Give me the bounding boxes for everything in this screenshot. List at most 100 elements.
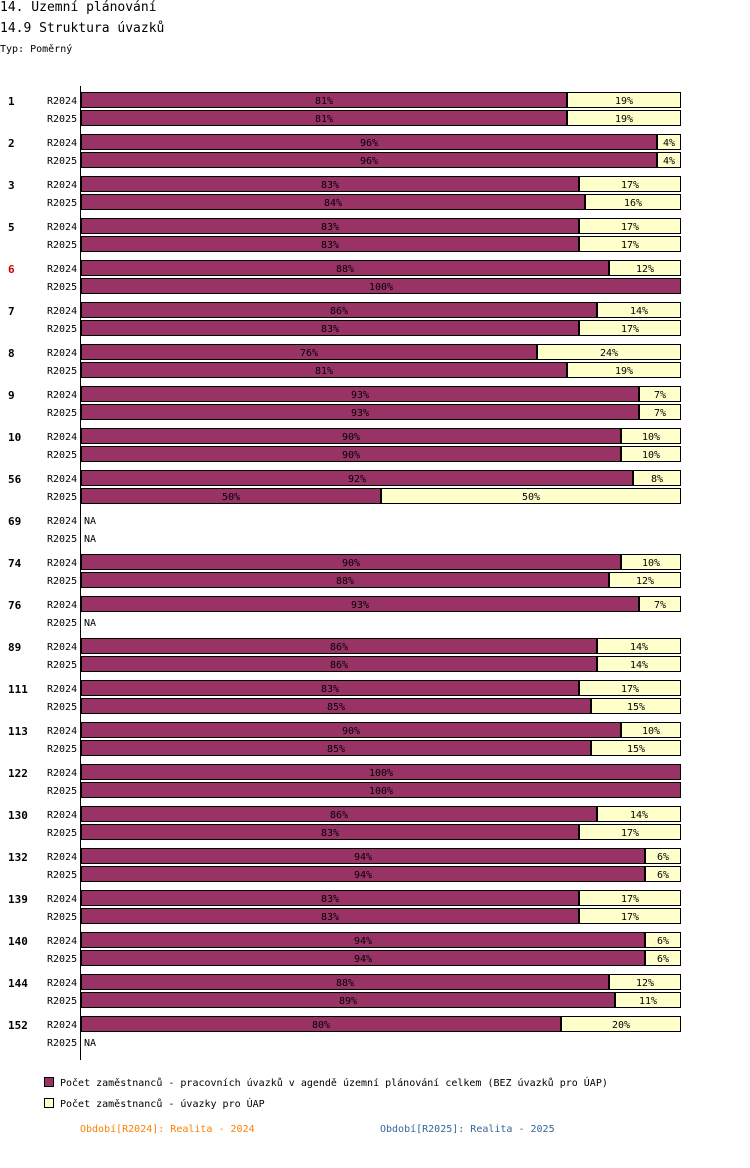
period-tick-56-R2025: R2025 bbox=[47, 492, 77, 503]
legend-swatch-series2 bbox=[44, 1098, 54, 1108]
period-tick-5-R2024: R2024 bbox=[47, 222, 77, 233]
bar-series2-6-R2024 bbox=[609, 260, 681, 276]
bar-label-series1-144-R2025: 89% bbox=[339, 996, 357, 1007]
period-tick-2-R2024: R2024 bbox=[47, 138, 77, 149]
bar-label-series2-8-R2025: 19% bbox=[615, 366, 633, 377]
bar-label-series1-3-R2025: 84% bbox=[324, 198, 342, 209]
period-tick-140-R2024: R2024 bbox=[47, 936, 77, 947]
bar-series2-8-R2025 bbox=[567, 362, 681, 378]
bar-series2-1-R2024 bbox=[567, 92, 681, 108]
bar-series1-10-R2024 bbox=[81, 428, 621, 444]
bar-label-series2-56-R2024: 8% bbox=[651, 474, 663, 485]
bar-label-series1-140-R2024: 94% bbox=[354, 936, 372, 947]
bar-label-series1-9-R2024: 93% bbox=[351, 390, 369, 401]
bar-series1-152-R2024 bbox=[81, 1016, 561, 1032]
bar-series2-89-R2025 bbox=[597, 656, 681, 672]
bar-series1-113-R2024 bbox=[81, 722, 621, 738]
bar-series2-139-R2025 bbox=[579, 908, 681, 924]
bar-label-series2-132-R2024: 6% bbox=[657, 852, 669, 863]
bar-label-series2-9-R2024: 7% bbox=[654, 390, 666, 401]
period-tick-139-R2025: R2025 bbox=[47, 912, 77, 923]
bar-label-series2-89-R2025: 14% bbox=[630, 660, 648, 671]
bar-label-series2-113-R2024: 10% bbox=[642, 726, 660, 737]
bar-series1-10-R2025 bbox=[81, 446, 621, 462]
period-tick-89-R2025: R2025 bbox=[47, 660, 77, 671]
bar-label-series2-89-R2024: 14% bbox=[630, 642, 648, 653]
bar-label-series2-74-R2025: 12% bbox=[636, 576, 654, 587]
bar-series1-2-R2024 bbox=[81, 134, 657, 150]
bar-label-series2-76-R2024: 7% bbox=[654, 600, 666, 611]
period-tick-132-R2025: R2025 bbox=[47, 870, 77, 881]
bar-label-series2-111-R2024: 17% bbox=[621, 684, 639, 695]
bar-series1-139-R2024 bbox=[81, 890, 579, 906]
bar-series1-132-R2025 bbox=[81, 866, 645, 882]
period-tick-140-R2025: R2025 bbox=[47, 954, 77, 965]
period-tick-6-R2025: R2025 bbox=[47, 282, 77, 293]
legend-swatch-series1 bbox=[44, 1077, 54, 1087]
bar-label-series1-1-R2024: 81% bbox=[315, 96, 333, 107]
bar-label-series1-10-R2024: 90% bbox=[342, 432, 360, 443]
bar-series1-111-R2025 bbox=[81, 698, 591, 714]
bar-series1-122-R2025 bbox=[81, 782, 681, 798]
bar-label-series1-111-R2025: 85% bbox=[327, 702, 345, 713]
bar-label-series1-89-R2024: 86% bbox=[330, 642, 348, 653]
period-tick-74-R2025: R2025 bbox=[47, 576, 77, 587]
category-label-9: 9 bbox=[8, 389, 15, 402]
bar-series1-7-R2025 bbox=[81, 320, 579, 336]
bar-label-series1-6-R2025: 100% bbox=[369, 282, 393, 293]
category-label-132: 132 bbox=[8, 851, 28, 864]
category-label-140: 140 bbox=[8, 935, 28, 948]
bar-label-series1-139-R2025: 83% bbox=[321, 912, 339, 923]
bar-label-series2-3-R2025: 16% bbox=[624, 198, 642, 209]
bar-series2-144-R2025 bbox=[615, 992, 681, 1008]
period-tick-130-R2025: R2025 bbox=[47, 828, 77, 839]
category-label-10: 10 bbox=[8, 431, 21, 444]
bar-label-series2-1-R2024: 19% bbox=[615, 96, 633, 107]
bar-series2-7-R2025 bbox=[579, 320, 681, 336]
period-tick-69-R2025: R2025 bbox=[47, 534, 77, 545]
bar-series1-74-R2024 bbox=[81, 554, 621, 570]
bar-series2-132-R2024 bbox=[645, 848, 681, 864]
bar-series1-5-R2024 bbox=[81, 218, 579, 234]
period-tick-10-R2025: R2025 bbox=[47, 450, 77, 461]
category-label-8: 8 bbox=[8, 347, 15, 360]
bar-series2-113-R2024 bbox=[621, 722, 681, 738]
bar-label-series2-132-R2025: 6% bbox=[657, 870, 669, 881]
period-label-r2024: Období[R2024]: Realita - 2024 bbox=[80, 1124, 255, 1135]
bar-label-series2-56-R2025: 50% bbox=[522, 492, 540, 503]
bar-series1-3-R2025 bbox=[81, 194, 585, 210]
bar-series1-140-R2025 bbox=[81, 950, 645, 966]
period-tick-130-R2024: R2024 bbox=[47, 810, 77, 821]
bar-series1-132-R2024 bbox=[81, 848, 645, 864]
bar-series2-89-R2024 bbox=[597, 638, 681, 654]
bar-series1-89-R2024 bbox=[81, 638, 597, 654]
bar-series1-144-R2025 bbox=[81, 992, 615, 1008]
category-label-139: 139 bbox=[8, 893, 28, 906]
bar-label-series2-1-R2025: 19% bbox=[615, 114, 633, 125]
bar-series2-111-R2025 bbox=[591, 698, 681, 714]
bar-label-series1-74-R2025: 88% bbox=[336, 576, 354, 587]
period-tick-122-R2025: R2025 bbox=[47, 786, 77, 797]
bar-series1-122-R2024 bbox=[81, 764, 681, 780]
bar-label-series1-89-R2025: 86% bbox=[330, 660, 348, 671]
period-tick-3-R2025: R2025 bbox=[47, 198, 77, 209]
bar-label-series2-74-R2024: 10% bbox=[642, 558, 660, 569]
bar-label-series1-132-R2024: 94% bbox=[354, 852, 372, 863]
chart-title: 14.9 Struktura úvazků bbox=[0, 21, 165, 36]
bar-label-series2-10-R2024: 10% bbox=[642, 432, 660, 443]
bar-label-series2-111-R2025: 15% bbox=[627, 702, 645, 713]
category-label-2: 2 bbox=[8, 137, 15, 150]
period-tick-152-R2024: R2024 bbox=[47, 1020, 77, 1031]
period-tick-152-R2025: R2025 bbox=[47, 1038, 77, 1049]
period-tick-8-R2024: R2024 bbox=[47, 348, 77, 359]
bar-label-series2-139-R2024: 17% bbox=[621, 894, 639, 905]
bar-label-series2-2-R2025: 4% bbox=[663, 156, 675, 167]
bar-label-series1-7-R2025: 83% bbox=[321, 324, 339, 335]
category-label-130: 130 bbox=[8, 809, 28, 822]
bar-label-series1-8-R2024: 76% bbox=[300, 348, 318, 359]
period-label-r2025: Období[R2025]: Realita - 2025 bbox=[380, 1124, 555, 1135]
bar-series1-56-R2024 bbox=[81, 470, 633, 486]
bar-series1-139-R2025 bbox=[81, 908, 579, 924]
bar-label-series1-76-R2024: 93% bbox=[351, 600, 369, 611]
period-tick-8-R2025: R2025 bbox=[47, 366, 77, 377]
